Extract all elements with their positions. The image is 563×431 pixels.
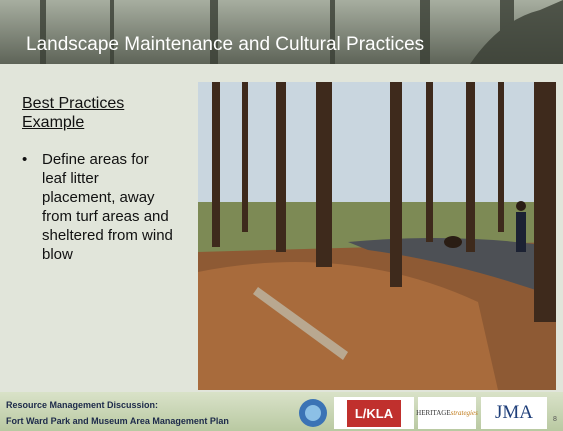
slide-title: Landscape Maintenance and Cultural Pract…: [26, 34, 424, 56]
logo-text: JMA: [495, 402, 533, 424]
footer-line: Fort Ward Park and Museum Area Managemen…: [6, 416, 229, 426]
seal-logo: [298, 397, 328, 429]
logo-text: HERITAGE: [416, 409, 450, 417]
slide: Landscape Maintenance and Cultural Pract…: [0, 0, 563, 431]
page-number: 8: [553, 416, 557, 423]
logo-text: L/KLA: [347, 400, 401, 427]
jma-logo: JMA: [481, 397, 547, 429]
logo-text: strategies: [451, 409, 478, 417]
lkla-logo: L/KLA: [334, 397, 414, 429]
section-heading: Best Practices Example: [22, 94, 162, 132]
bullet-item: Define areas for leaf litter placement, …: [22, 150, 174, 264]
footer-line: Resource Management Discussion:: [6, 400, 158, 410]
park-photo: [198, 82, 556, 390]
bullet-list: Define areas for leaf litter placement, …: [22, 150, 182, 264]
